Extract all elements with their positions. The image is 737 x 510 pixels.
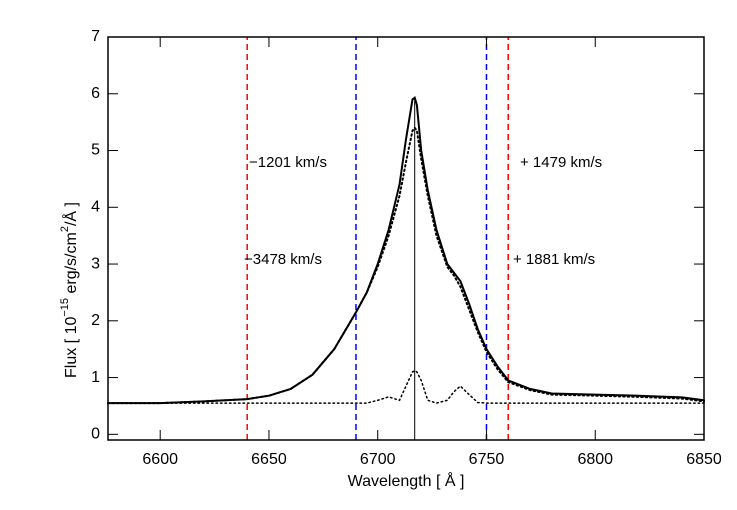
- annotation: −3478 km/s: [244, 251, 322, 268]
- y-tick-label: 2: [91, 312, 100, 329]
- y-tick-label: 0: [91, 426, 100, 443]
- y-tick-label: 7: [91, 28, 100, 45]
- x-tick-label: 6850: [686, 451, 722, 468]
- x-tick-label: 6650: [251, 451, 287, 468]
- annotation: + 1881 km/s: [513, 251, 595, 268]
- y-tick-label: 1: [91, 369, 100, 386]
- y-tick-label: 5: [91, 142, 100, 159]
- x-tick-label: 6600: [142, 451, 178, 468]
- y-tick-label: 6: [91, 85, 100, 102]
- x-tick-label: 6800: [577, 451, 613, 468]
- y-tick-label: 4: [91, 199, 100, 216]
- spectrum-line: [107, 126, 705, 405]
- annotation: −1201 km/s: [249, 154, 327, 171]
- x-tick-label: 6750: [469, 451, 505, 468]
- plot-frame: [107, 36, 705, 441]
- y-tick-label: 3: [91, 255, 100, 272]
- annotation: + 1479 km/s: [520, 154, 602, 171]
- y-axis-label: Flux [ 10−15 erg/s/cm2/Å ]: [59, 202, 80, 378]
- x-tick-label: 6700: [360, 451, 396, 468]
- spectrum-line: [107, 369, 705, 404]
- spectrum-line: [107, 96, 705, 405]
- x-axis-label: Wavelength [ Å ]: [348, 471, 465, 490]
